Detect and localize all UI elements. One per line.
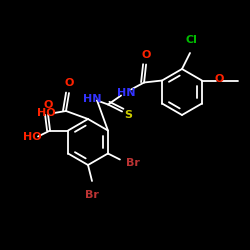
Text: O: O bbox=[44, 100, 53, 110]
Text: O: O bbox=[142, 50, 151, 59]
Text: Cl: Cl bbox=[185, 35, 197, 45]
Text: HO: HO bbox=[37, 108, 55, 118]
Text: S: S bbox=[124, 110, 132, 120]
Text: Br: Br bbox=[85, 190, 99, 200]
Text: O: O bbox=[64, 78, 74, 88]
Text: HN: HN bbox=[117, 88, 135, 98]
Text: HN: HN bbox=[83, 94, 101, 104]
Text: Br: Br bbox=[126, 158, 140, 168]
Text: O: O bbox=[214, 74, 224, 84]
Text: HO: HO bbox=[23, 132, 42, 141]
